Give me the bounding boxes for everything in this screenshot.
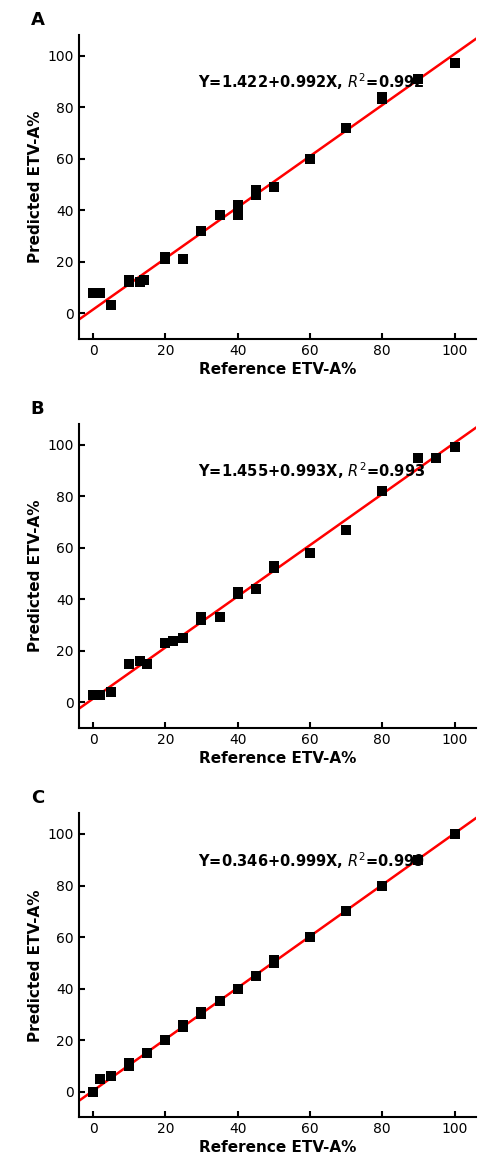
Point	[89, 1083, 97, 1101]
Point	[125, 274, 133, 292]
Point	[234, 582, 242, 601]
Point	[143, 654, 151, 673]
Point	[306, 928, 314, 946]
Point	[216, 992, 223, 1010]
Point	[270, 559, 278, 577]
Point	[125, 654, 133, 673]
Point	[252, 966, 260, 985]
Point	[451, 54, 459, 72]
Point	[125, 1057, 133, 1076]
Point	[180, 1015, 188, 1034]
Point	[180, 1018, 188, 1037]
Point	[379, 482, 386, 501]
Point	[342, 119, 350, 137]
Point	[136, 652, 144, 670]
Point	[270, 556, 278, 575]
Point	[270, 178, 278, 197]
Point	[216, 608, 223, 626]
Point	[414, 70, 422, 88]
Point	[140, 270, 148, 289]
Point	[89, 686, 97, 704]
Y-axis label: Predicted ETV-A%: Predicted ETV-A%	[28, 111, 43, 263]
Point	[197, 611, 205, 630]
Point	[342, 902, 350, 921]
Point	[342, 520, 350, 539]
Point	[125, 1055, 133, 1073]
Y-axis label: Predicted ETV-A%: Predicted ETV-A%	[28, 889, 43, 1042]
Text: Y=1.422+0.992X, $R^2$=0.992: Y=1.422+0.992X, $R^2$=0.992	[198, 71, 425, 92]
Point	[270, 951, 278, 970]
Point	[379, 876, 386, 895]
Point	[270, 953, 278, 972]
Point	[197, 1005, 205, 1023]
Point	[234, 196, 242, 214]
Point	[433, 448, 440, 467]
Point	[96, 686, 104, 704]
Point	[180, 629, 188, 647]
Point	[107, 1067, 115, 1086]
Point	[306, 544, 314, 562]
Point	[136, 274, 144, 292]
Point	[379, 90, 386, 108]
Point	[252, 185, 260, 204]
Point	[162, 247, 169, 265]
X-axis label: Reference ETV-A%: Reference ETV-A%	[199, 751, 356, 766]
Point	[197, 221, 205, 240]
Point	[414, 851, 422, 870]
Point	[89, 283, 97, 301]
Point	[252, 580, 260, 598]
Point	[180, 250, 188, 269]
Point	[143, 1044, 151, 1063]
Point	[234, 584, 242, 603]
Point	[96, 1070, 104, 1088]
Point	[216, 206, 223, 225]
Point	[197, 1002, 205, 1021]
Point	[107, 296, 115, 314]
Point	[306, 149, 314, 168]
Point	[252, 180, 260, 199]
Text: B: B	[31, 400, 45, 418]
Point	[168, 631, 176, 650]
X-axis label: Reference ETV-A%: Reference ETV-A%	[199, 362, 356, 377]
Point	[414, 448, 422, 467]
Point	[451, 824, 459, 843]
X-axis label: Reference ETV-A%: Reference ETV-A%	[199, 1141, 356, 1156]
Point	[379, 87, 386, 106]
Text: C: C	[31, 789, 44, 808]
Point	[125, 270, 133, 289]
Point	[162, 1031, 169, 1050]
Point	[107, 683, 115, 702]
Y-axis label: Predicted ETV-A%: Predicted ETV-A%	[28, 499, 43, 653]
Text: A: A	[31, 10, 45, 29]
Text: Y=0.346+0.999X, $R^2$=0.999: Y=0.346+0.999X, $R^2$=0.999	[198, 850, 425, 871]
Point	[162, 634, 169, 653]
Point	[162, 250, 169, 269]
Text: Y=1.455+0.993X, $R^2$=0.993: Y=1.455+0.993X, $R^2$=0.993	[198, 461, 425, 482]
Point	[197, 608, 205, 626]
Point	[451, 438, 459, 456]
Point	[96, 283, 104, 301]
Point	[234, 979, 242, 998]
Point	[234, 206, 242, 225]
